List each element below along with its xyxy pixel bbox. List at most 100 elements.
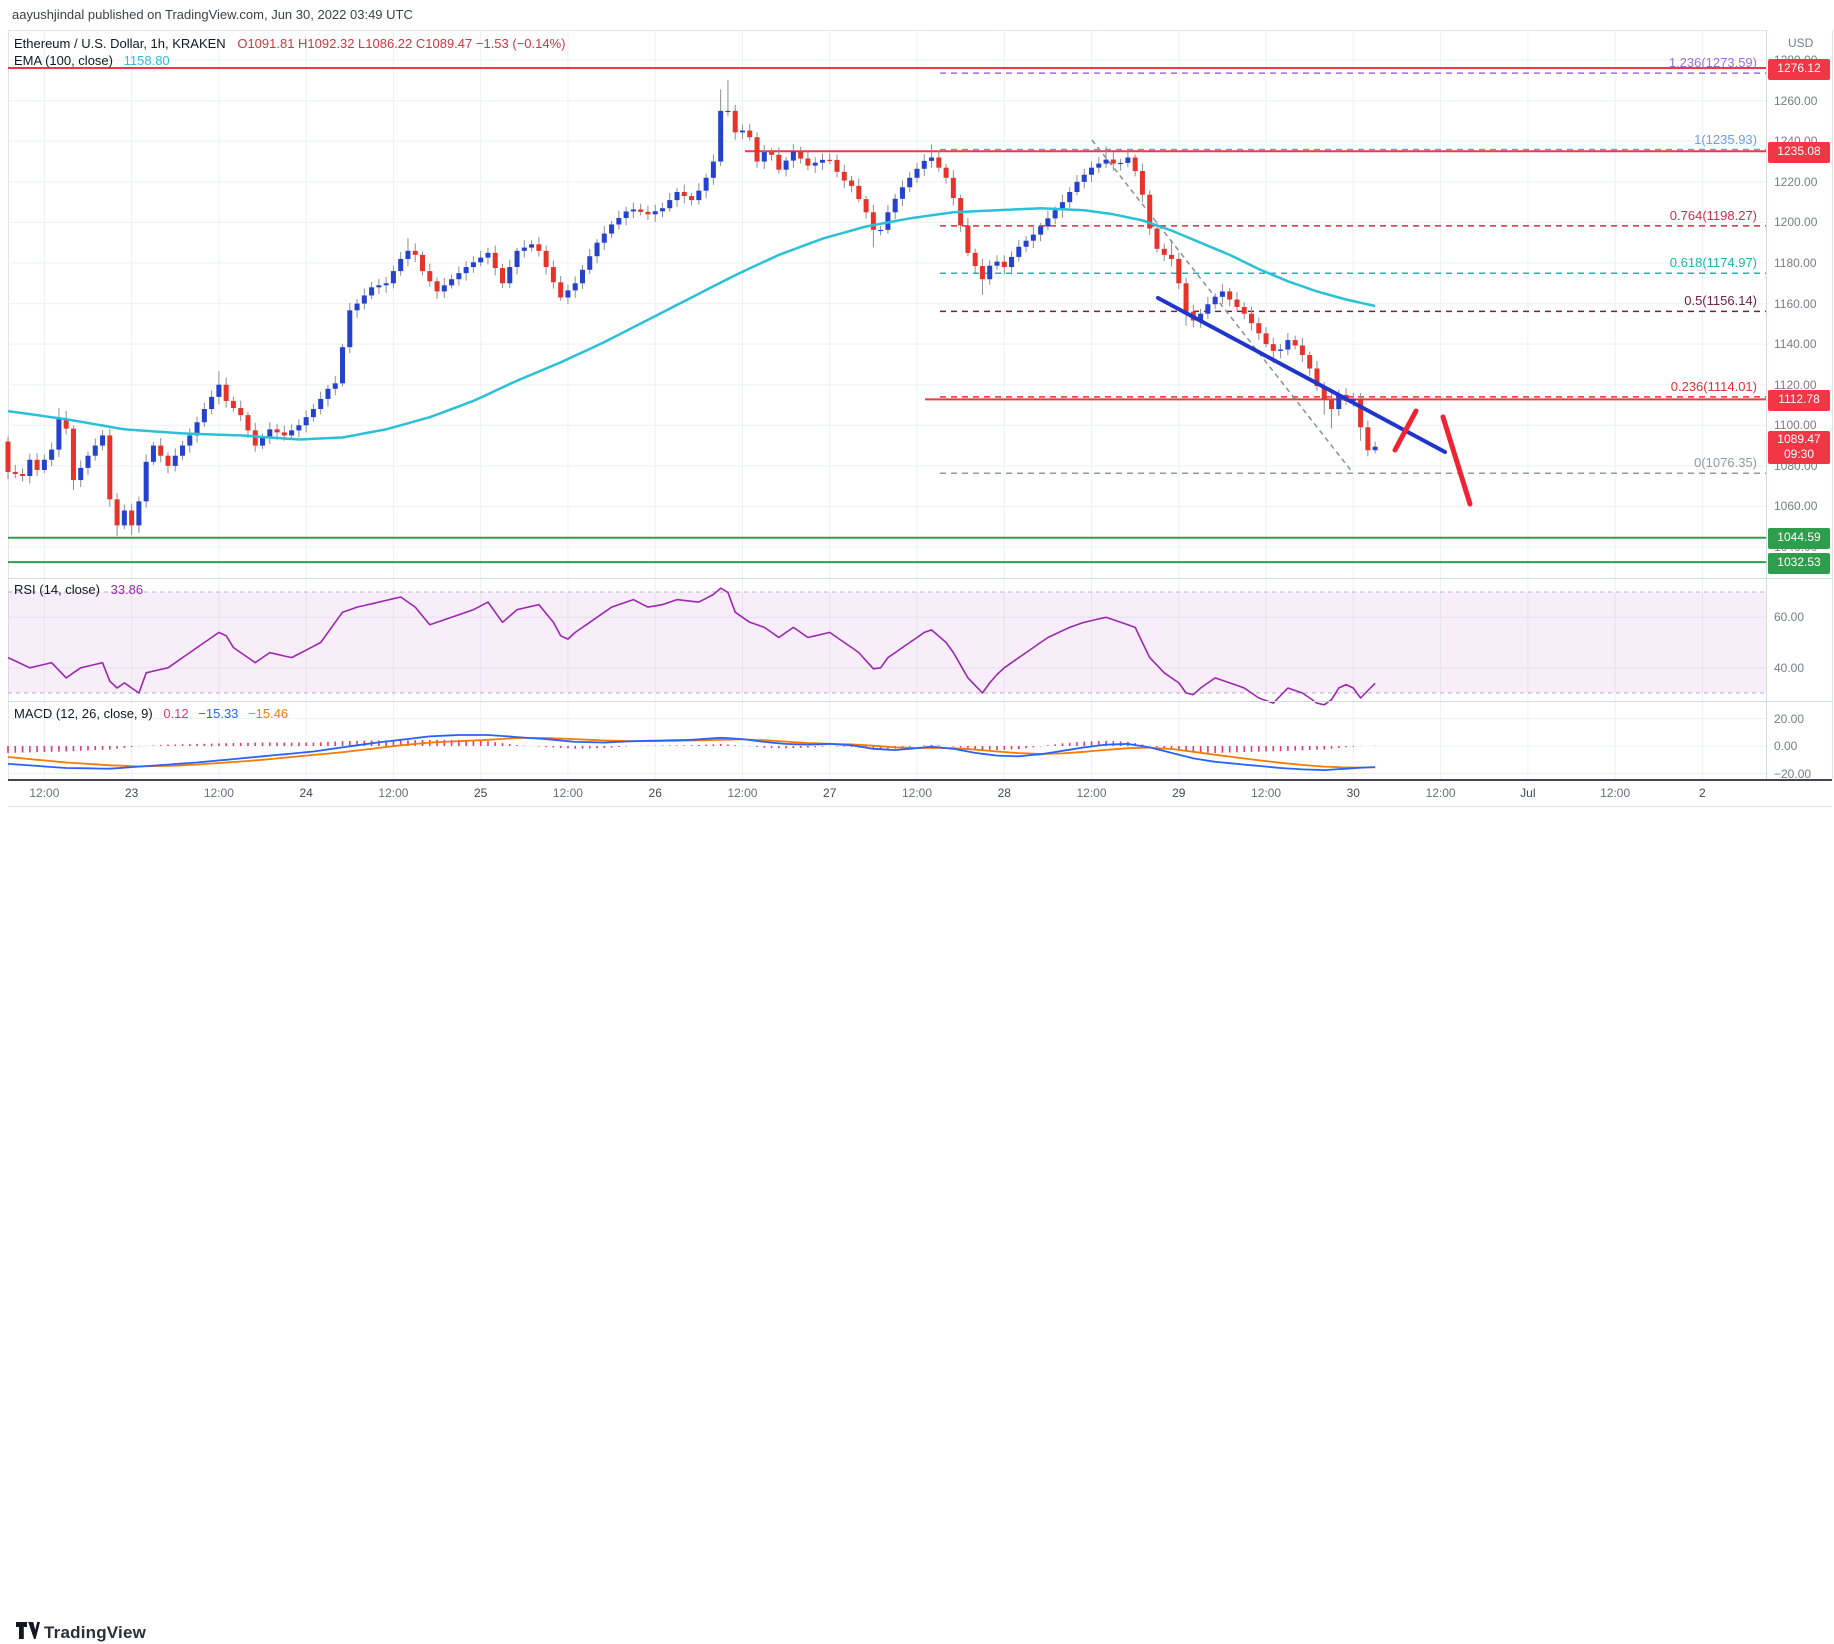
candle-body (1292, 340, 1298, 346)
candle-body (536, 244, 542, 251)
candle-body (747, 130, 753, 138)
candle-body (165, 455, 171, 466)
candle-bodies (5, 110, 1378, 526)
candle-body (492, 252, 498, 269)
candle-body (303, 417, 309, 426)
red-mark-1 (1392, 408, 1419, 453)
brand-text[interactable]: TradingView (44, 1623, 147, 1642)
candle-body (936, 157, 942, 168)
candle-body (158, 445, 164, 456)
candle-body (216, 384, 222, 397)
candle-body (681, 191, 687, 197)
candle-body (201, 409, 207, 423)
candle-body (1118, 162, 1124, 165)
time-tick-12:00: 12:00 (1076, 786, 1107, 800)
candle-body (121, 510, 127, 526)
time-tick-26: 26 (648, 786, 662, 800)
candle-body (456, 273, 462, 280)
candle-body (245, 415, 251, 431)
time-tick-24: 24 (299, 786, 313, 800)
candle-body (100, 435, 106, 446)
candle-body (1139, 171, 1145, 195)
candle-body (987, 265, 993, 280)
candle-body (143, 461, 149, 502)
candle-body (929, 157, 935, 161)
candle-body (638, 209, 644, 212)
candle-body (878, 229, 884, 232)
candle-body (1176, 258, 1182, 284)
candle-body (594, 242, 600, 257)
candle-body (180, 445, 186, 456)
candle-body (805, 158, 811, 166)
candle-body (783, 160, 789, 170)
candle-body (1154, 228, 1160, 249)
candle-body (463, 267, 469, 274)
chart-canvas[interactable] (0, 0, 1834, 845)
macd-panel-separator[interactable] (8, 701, 1832, 702)
candle-body (667, 200, 673, 209)
candle-body (5, 441, 11, 472)
time-tick-12:00: 12:00 (1251, 786, 1282, 800)
price-label-1276.12: 1276.12 (1768, 58, 1830, 80)
time-tick-12:00: 12:00 (378, 786, 409, 800)
candle-body (310, 409, 316, 418)
candle-body (376, 285, 382, 288)
candle-body (965, 225, 971, 253)
candle-body (27, 459, 33, 477)
candle-body (587, 256, 593, 270)
candle-body (943, 167, 949, 178)
rsi-tick: 40.00 (1774, 660, 1805, 675)
candle-body (434, 281, 440, 292)
candle-body (739, 130, 745, 133)
time-tick-12:00: 12:00 (1600, 786, 1631, 800)
candle-body (107, 435, 113, 500)
candle-body (514, 250, 520, 268)
candle-body (718, 110, 724, 162)
time-tick-27: 27 (823, 786, 837, 800)
candle-body (1307, 354, 1313, 369)
candle-body (223, 384, 229, 401)
candle-body (49, 449, 55, 460)
candle-body (1052, 210, 1058, 219)
candle-body (769, 152, 775, 155)
candle-body (369, 287, 375, 296)
candle-body (1321, 386, 1327, 400)
price-tick: 1180.00 (1774, 256, 1817, 270)
candle-body (558, 282, 564, 298)
tradingview-logo-icon[interactable] (16, 1622, 40, 1644)
rsi-tick: 60.00 (1774, 610, 1805, 625)
candle-body (1350, 398, 1356, 401)
time-axis[interactable]: 12:00 23 12:00 24 12:00 25 12:00 26 12:00 27 12:00… (0, 0, 1834, 845)
candle-body (1278, 349, 1284, 351)
candle-body (827, 159, 833, 162)
candle-body (1329, 399, 1335, 410)
candle-body (703, 177, 709, 191)
candle-body (441, 285, 447, 292)
price-tick: 1160.00 (1774, 296, 1817, 311)
candle-body (383, 283, 389, 286)
candle-body (85, 455, 91, 468)
price-axis-separator (1766, 30, 1767, 779)
candle-body (1205, 304, 1211, 314)
price-axis[interactable]: 1280.001260.001240.001220.001200.001180.… (0, 0, 1834, 845)
candle-body (914, 168, 920, 178)
candle-body (856, 185, 862, 200)
time-tick-23: 23 (124, 786, 139, 800)
candle-body (1030, 234, 1036, 241)
price-tick: 1120.00 (1774, 377, 1817, 392)
candle-body (354, 303, 360, 311)
candle-body (1249, 313, 1255, 324)
candle-body (1241, 306, 1247, 314)
candle-body (1299, 345, 1305, 355)
candle-body (616, 217, 622, 225)
candle-body (1074, 181, 1080, 192)
rsi-panel-separator[interactable] (8, 578, 1832, 579)
candle-body (1270, 344, 1276, 351)
candle-body (449, 279, 455, 286)
candle-body (834, 159, 840, 172)
candle-body (521, 247, 527, 251)
candle-body (325, 388, 331, 399)
candle-body (732, 110, 738, 133)
candle-body (12, 471, 18, 474)
time-tick-12:00: 12:00 (1425, 786, 1456, 800)
